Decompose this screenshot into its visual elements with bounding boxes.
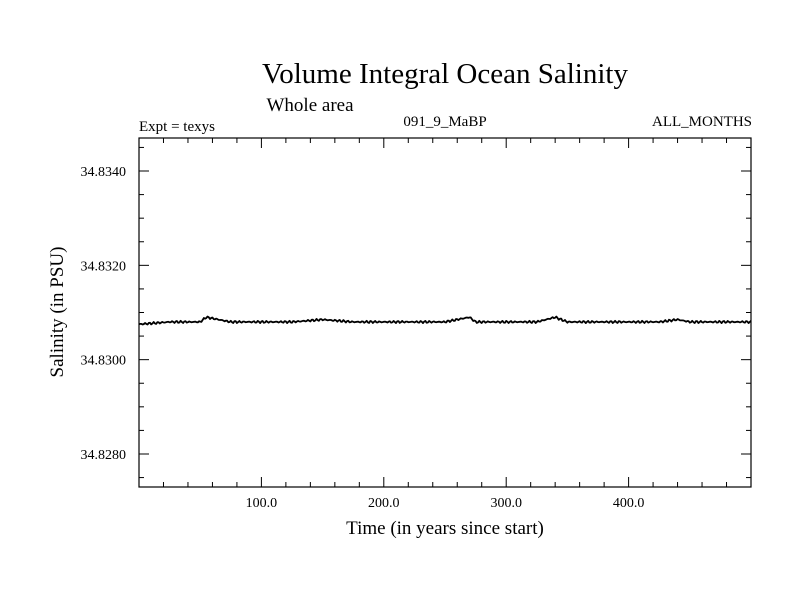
plot-frame <box>138 137 752 488</box>
y-tick-label: 34.8280 <box>81 448 127 463</box>
axis-ticks <box>139 138 751 487</box>
chart-title: Volume Integral Ocean Salinity <box>262 58 628 90</box>
y-axis-label: Salinity (in PSU) <box>47 247 68 378</box>
x-axis-label: Time (in years since start) <box>346 518 544 539</box>
salinity-series-line <box>138 315 752 326</box>
x-tick-label: 400.0 <box>613 496 645 511</box>
y-tick-label: 34.8300 <box>81 354 127 369</box>
x-tick-label: 300.0 <box>490 496 522 511</box>
y-tick-label: 34.8340 <box>81 165 127 180</box>
y-tick-labels: 34.8280 34.8300 34.8320 34.8340 <box>81 165 127 463</box>
chart-subtitle: Whole area <box>266 95 354 116</box>
x-tick-labels: 100.0 200.0 300.0 400.0 <box>246 496 645 511</box>
y-tick-label: 34.8320 <box>81 259 127 274</box>
experiment-label: Expt = texys <box>139 119 215 135</box>
months-label: ALL_MONTHS <box>652 114 752 130</box>
x-tick-label: 200.0 <box>368 496 400 511</box>
run-label: 091_9_MaBP <box>403 114 486 130</box>
x-tick-label: 100.0 <box>246 496 278 511</box>
